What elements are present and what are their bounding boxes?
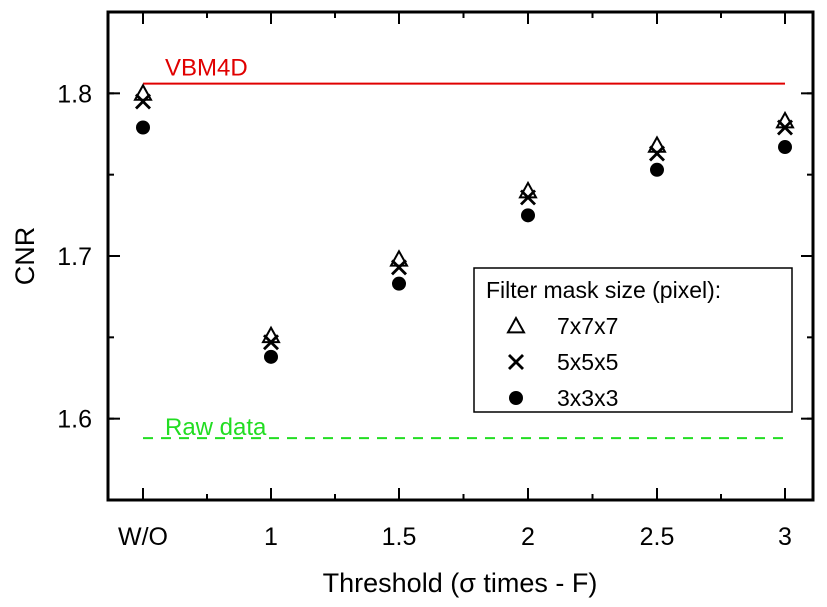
point-5x5x5-4 xyxy=(649,145,665,162)
raw-data-label: Raw data xyxy=(165,414,267,441)
x-axis-ticks: W/O 1 1.5 2 2.5 3 xyxy=(118,12,792,551)
point-3x3x3-0 xyxy=(136,120,150,135)
point-3x3x3-5 xyxy=(778,140,792,155)
point-5x5x5-2 xyxy=(391,259,407,276)
point-5x5x5-3 xyxy=(520,189,536,206)
point-5x5x5-3-stroke-b xyxy=(520,189,536,206)
point-5x5x5-4-stroke-b xyxy=(649,145,665,162)
legend: Filter mask size (pixel): 7x7x7 5x5x5 3x3x… xyxy=(473,267,793,413)
y-axis-ticks: 1.6 1.7 1.8 xyxy=(57,11,813,501)
x-tick-label: W/O xyxy=(118,523,168,551)
point-5x5x5-5 xyxy=(777,119,793,136)
legend-label-3x3x3: 3x3x3 xyxy=(557,385,618,411)
legend-label-5x5x5: 5x5x5 xyxy=(557,349,618,375)
point-3x3x3-4 xyxy=(650,162,664,177)
point-5x5x5-0-stroke-b xyxy=(135,93,151,110)
vbm4d-label: VBM4D xyxy=(165,55,248,82)
reference-lines: VBM4D Raw data xyxy=(143,55,785,441)
legend-label-7x7x7: 7x7x7 xyxy=(557,313,618,339)
y-axis-title: CNR xyxy=(10,227,40,286)
legend-box xyxy=(473,267,793,413)
x-tick-label: 1.5 xyxy=(382,523,417,551)
legend-marker-5x5x5 xyxy=(508,354,524,370)
point-3x3x3-1 xyxy=(264,349,278,364)
legend-title: Filter mask size (pixel): xyxy=(486,277,721,303)
x-axis-title: Threshold (σ times - F) xyxy=(323,568,598,598)
data-markers xyxy=(133,83,795,364)
legend-items: 7x7x7 5x5x5 3x3x3 xyxy=(506,313,618,411)
point-3x3x3-3 xyxy=(521,208,535,223)
point-3x3x3-2 xyxy=(392,276,406,291)
x-tick-label: 2.5 xyxy=(640,523,675,551)
point-5x5x5-1 xyxy=(263,334,279,351)
point-5x5x5-1-stroke-b xyxy=(263,334,279,351)
x-tick-label: 2 xyxy=(521,523,535,551)
point-5x5x5-5-stroke-b xyxy=(777,119,793,136)
legend-marker-3x3x3 xyxy=(509,391,523,405)
legend-marker-7x7x7 xyxy=(506,315,526,334)
x-tick-label: 1 xyxy=(264,523,278,551)
point-5x5x5-2-stroke-b xyxy=(391,259,407,276)
y-tick-label: 1.6 xyxy=(57,406,92,434)
x-tick-label: 3 xyxy=(778,523,792,551)
legend-marker-5x5x5-stroke-b xyxy=(508,354,524,370)
point-5x5x5-0 xyxy=(135,93,151,110)
y-tick-label: 1.7 xyxy=(57,243,92,271)
y-tick-label: 1.8 xyxy=(57,80,92,108)
